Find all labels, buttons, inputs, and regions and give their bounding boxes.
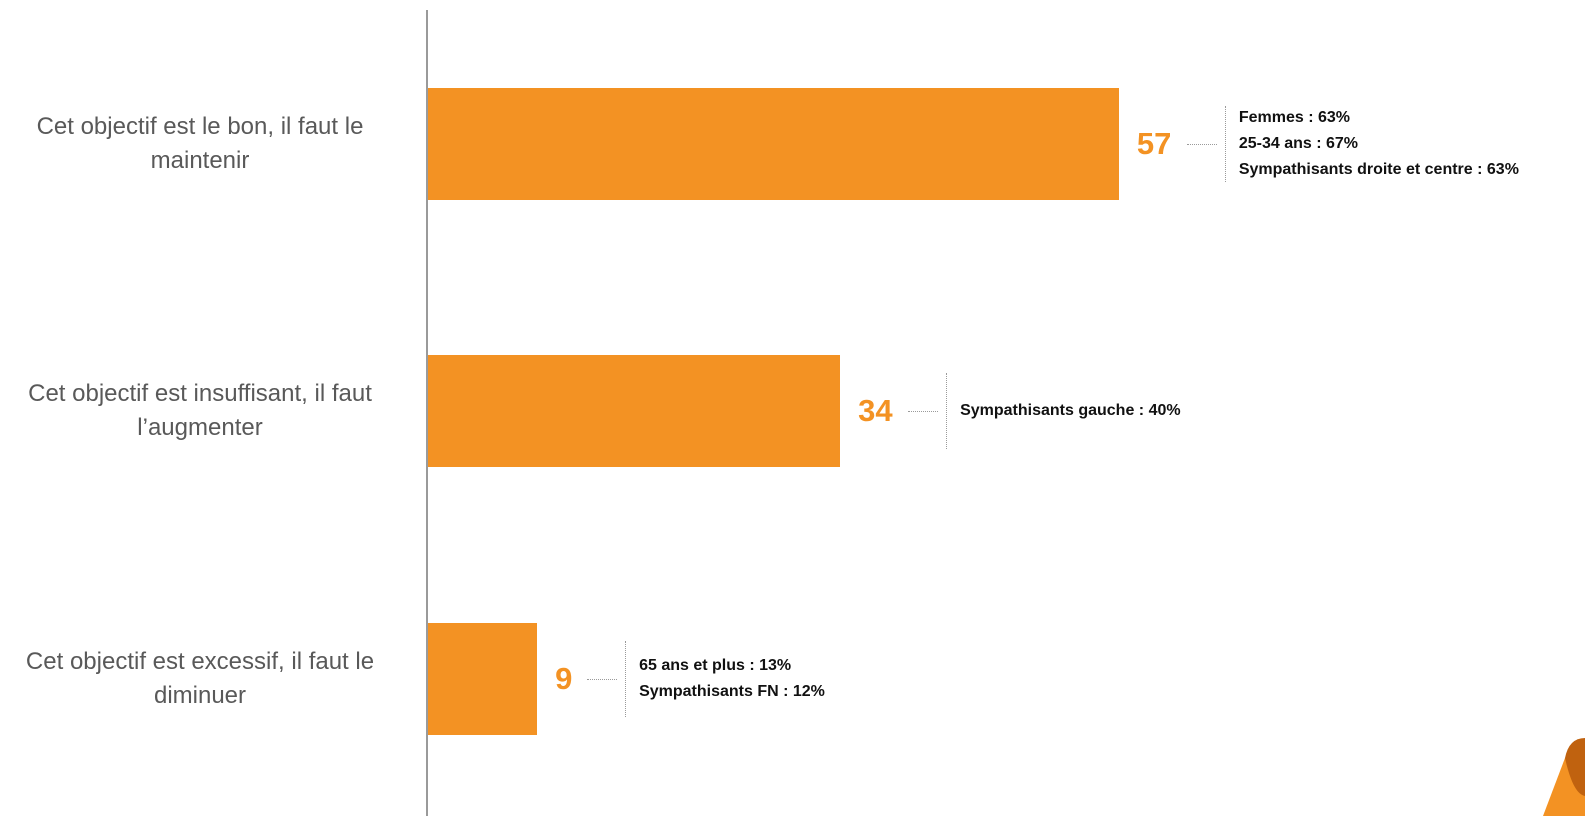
- category-axis-line: [426, 10, 428, 816]
- category-label: Cet objectif est excessif, il faut le dim…: [0, 645, 400, 713]
- annotation-separator: [1224, 106, 1226, 182]
- category-label: Cet objectif est insuffisant, il faut l’a…: [0, 377, 400, 445]
- annotation-line: Femmes : 63%: [1238, 109, 1350, 126]
- label-connector: [1186, 144, 1217, 145]
- category-label-line: Cet objectif est insuffisant, il faut: [28, 380, 372, 407]
- bar: [428, 88, 1119, 200]
- annotation-notes: Sympathisants gauche : 40%: [960, 398, 1181, 424]
- annotation-line: Sympathisants FN : 12%: [639, 683, 825, 700]
- annotation-line: 65 ans et plus : 13%: [639, 657, 792, 674]
- category-label-line: Cet objectif est excessif, il faut le: [25, 648, 375, 675]
- annotation-notes: 65 ans et plus : 13% Sympathisants FN : 1…: [639, 653, 825, 705]
- data-label: 57: [1136, 126, 1172, 161]
- annotation-separator: [946, 373, 948, 449]
- label-connector: [587, 679, 618, 680]
- category-label-line: maintenir: [150, 147, 250, 174]
- bar: [428, 355, 841, 467]
- annotation-line: Sympathisants gauche : 40%: [960, 402, 1181, 419]
- annotation-line: Sympathisants droite et centre : 63%: [1238, 161, 1519, 178]
- brand-logo: [1525, 736, 1585, 816]
- data-label: 34: [858, 393, 893, 428]
- annotation-notes: Femmes : 63% 25-34 ans : 67% Sympathisants…: [1239, 105, 1519, 183]
- data-label: 9: [555, 661, 573, 696]
- bar: [428, 623, 538, 735]
- annotation-separator: [625, 641, 627, 717]
- category-label-line: Cet objectif est le bon, il faut le: [36, 113, 364, 140]
- annotation-line: 25-34 ans : 67%: [1238, 135, 1359, 152]
- label-connector: [908, 411, 939, 412]
- category-label: Cet objectif est le bon, il faut le maint…: [0, 110, 400, 178]
- category-label-line: l’augmenter: [137, 414, 263, 441]
- category-label-line: diminuer: [153, 682, 247, 709]
